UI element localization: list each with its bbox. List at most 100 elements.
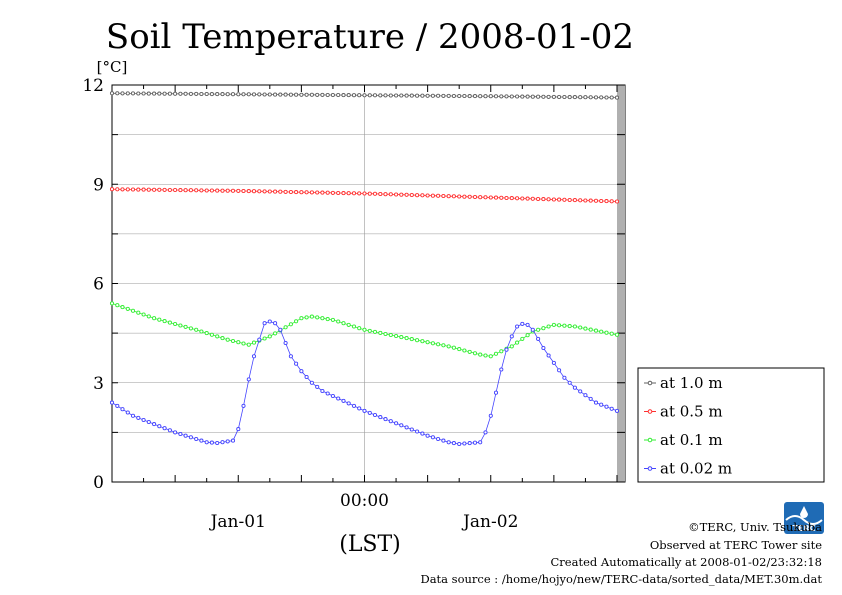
data-point — [551, 360, 556, 365]
data-point — [604, 199, 609, 204]
data-point — [141, 187, 146, 192]
data-point — [588, 396, 593, 401]
data-point — [162, 426, 167, 431]
data-point — [378, 330, 383, 335]
data-point — [357, 406, 362, 411]
data-point — [483, 353, 488, 358]
series-at-1-0-m — [109, 91, 620, 100]
data-point — [451, 194, 456, 199]
data-point — [130, 91, 136, 96]
data-point — [146, 419, 151, 425]
data-point — [262, 189, 267, 194]
data-point — [509, 94, 514, 99]
data-point — [614, 332, 620, 337]
data-point — [351, 93, 357, 98]
data-point — [315, 315, 320, 320]
data-point — [578, 198, 583, 203]
data-point — [130, 187, 136, 192]
data-point — [152, 187, 157, 192]
data-point — [367, 191, 372, 196]
data-point — [567, 380, 572, 385]
data-point — [404, 93, 409, 98]
data-point — [257, 92, 262, 97]
data-point — [399, 335, 404, 340]
data-point — [509, 344, 514, 349]
data-point — [451, 441, 456, 446]
data-point — [215, 188, 220, 193]
data-point — [125, 410, 130, 415]
credit-source: Data source : /home/hojyo/new/TERC-data/… — [420, 572, 822, 586]
data-point — [146, 314, 151, 319]
data-point — [415, 93, 420, 98]
data-point — [551, 94, 556, 99]
data-point — [588, 95, 593, 100]
data-point — [257, 189, 262, 194]
data-point — [162, 91, 167, 96]
data-point — [614, 408, 620, 413]
data-point — [567, 95, 572, 100]
data-point — [330, 317, 335, 322]
data-point — [462, 441, 467, 446]
data-point — [493, 351, 499, 356]
data-point — [394, 333, 399, 339]
data-point — [351, 191, 357, 196]
data-point — [188, 91, 193, 96]
legend-marker — [647, 380, 653, 386]
data-point — [152, 91, 157, 96]
data-point — [241, 188, 246, 194]
data-point — [609, 95, 614, 100]
data-point — [394, 421, 399, 426]
data-point — [441, 438, 446, 443]
data-point — [420, 431, 425, 436]
series-layer — [109, 91, 620, 447]
data-point — [283, 189, 288, 194]
data-point — [173, 321, 178, 327]
legend-label: at 0.02 m — [660, 460, 732, 478]
data-point — [578, 95, 583, 100]
data-point — [483, 94, 488, 99]
data-point — [409, 337, 414, 342]
data-point — [593, 328, 599, 333]
data-point — [199, 438, 204, 443]
data-point — [241, 341, 246, 346]
data-point — [273, 92, 278, 97]
data-point — [425, 340, 430, 345]
data-point — [572, 385, 577, 390]
data-point — [499, 367, 504, 372]
terc-logo-text: TERC — [793, 524, 816, 533]
data-point — [383, 192, 388, 197]
data-point — [188, 188, 193, 193]
data-point — [394, 192, 399, 197]
data-point — [441, 343, 446, 348]
data-point — [204, 188, 209, 193]
data-point — [288, 354, 293, 359]
data-point — [251, 354, 257, 359]
data-point — [446, 440, 451, 445]
data-point — [294, 361, 299, 366]
data-point — [178, 431, 183, 437]
data-point — [425, 193, 430, 198]
data-point — [388, 93, 393, 98]
data-point — [546, 94, 551, 99]
data-point — [409, 427, 414, 432]
data-point — [204, 91, 209, 97]
data-point — [604, 95, 609, 100]
data-point — [399, 192, 404, 197]
terc-logo: TERC — [784, 502, 824, 534]
data-point — [483, 430, 488, 435]
data-point — [383, 417, 388, 422]
data-point — [372, 329, 378, 334]
data-point — [436, 342, 441, 347]
data-point — [262, 321, 267, 326]
data-point — [583, 393, 588, 398]
data-point — [404, 336, 409, 341]
data-point — [404, 425, 409, 430]
data-point — [130, 308, 136, 313]
data-point — [336, 190, 341, 196]
data-point — [315, 190, 320, 195]
data-point — [462, 194, 467, 199]
data-point — [541, 326, 546, 331]
data-point — [536, 196, 541, 202]
data-point — [572, 95, 577, 100]
